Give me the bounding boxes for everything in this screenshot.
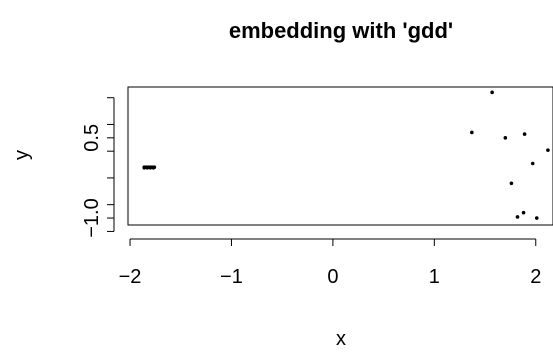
y-axis: −1.0 0.5: [81, 97, 115, 238]
data-point: [546, 148, 550, 152]
x-tick-label: 2: [530, 266, 541, 288]
data-point: [509, 181, 514, 186]
data-point: [530, 161, 535, 166]
x-tick-label: 0: [327, 266, 338, 288]
data-point: [534, 216, 539, 220]
plot-frame: [127, 86, 553, 226]
y-tick-label: −1.0: [81, 198, 103, 237]
y-tick-label: 0.5: [81, 124, 103, 152]
data-point: [490, 90, 494, 95]
x-tick-label: 1: [429, 266, 440, 288]
data-points: [142, 90, 550, 220]
data-point: [470, 130, 474, 135]
data-point: [515, 215, 520, 219]
data-point: [142, 165, 147, 170]
y-axis-label: y: [11, 150, 33, 160]
x-axis-label: x: [336, 328, 346, 350]
data-point: [145, 165, 150, 170]
x-tick-label: −2: [119, 266, 142, 288]
data-point: [151, 165, 156, 170]
data-point: [148, 165, 153, 170]
x-tick-label: −1: [220, 266, 243, 288]
chart-title: embedding with 'gdd': [229, 18, 453, 43]
data-point: [503, 136, 508, 140]
x-axis: −2 −1 0 1 2: [119, 238, 541, 288]
data-point: [522, 132, 527, 136]
data-point: [521, 210, 526, 215]
